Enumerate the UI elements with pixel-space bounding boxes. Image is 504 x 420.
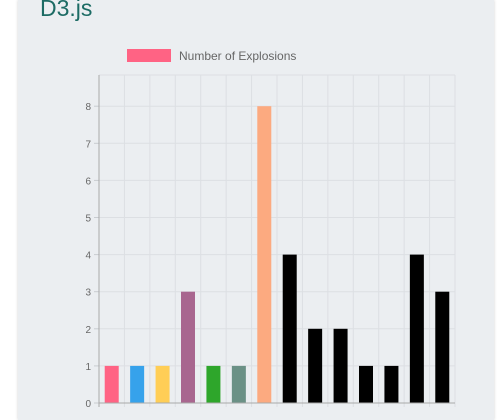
- bar[interactable]: [435, 291, 450, 403]
- bar[interactable]: [409, 254, 424, 403]
- bar[interactable]: [257, 106, 272, 403]
- y-tick-label: 3: [85, 288, 91, 299]
- bar[interactable]: [282, 254, 297, 403]
- bar-chart: 0 1 2 3 4 5 6 7 8 Number of Explosions: [85, 49, 456, 407]
- page-title: D3.js: [40, 0, 93, 21]
- bar[interactable]: [231, 365, 246, 403]
- bar[interactable]: [104, 365, 119, 403]
- y-tick-labels: 0 1 2 3 4 5 6 7 8: [85, 102, 91, 407]
- bar[interactable]: [130, 365, 145, 403]
- y-tick-label: 7: [85, 139, 91, 150]
- bar[interactable]: [384, 365, 399, 403]
- legend-swatch[interactable]: [127, 49, 171, 62]
- legend-label[interactable]: Number of Explosions: [179, 49, 296, 63]
- bar[interactable]: [206, 365, 221, 403]
- chart-axes: [94, 75, 455, 407]
- y-tick-label: 6: [85, 176, 91, 187]
- bar[interactable]: [333, 328, 348, 403]
- bar[interactable]: [155, 365, 170, 403]
- y-tick-label: 2: [85, 325, 91, 336]
- y-tick-label: 4: [85, 251, 91, 262]
- y-tick-label: 5: [85, 214, 91, 225]
- bar[interactable]: [181, 291, 195, 403]
- chart-grid: [99, 74, 456, 407]
- y-tick-label: 0: [85, 399, 91, 407]
- y-tick-label: 8: [85, 102, 91, 113]
- bar[interactable]: [359, 365, 373, 403]
- chart-legend[interactable]: Number of Explosions: [127, 49, 296, 63]
- chart-bars: [104, 106, 450, 403]
- y-tick-label: 1: [85, 362, 91, 373]
- bar[interactable]: [308, 328, 323, 403]
